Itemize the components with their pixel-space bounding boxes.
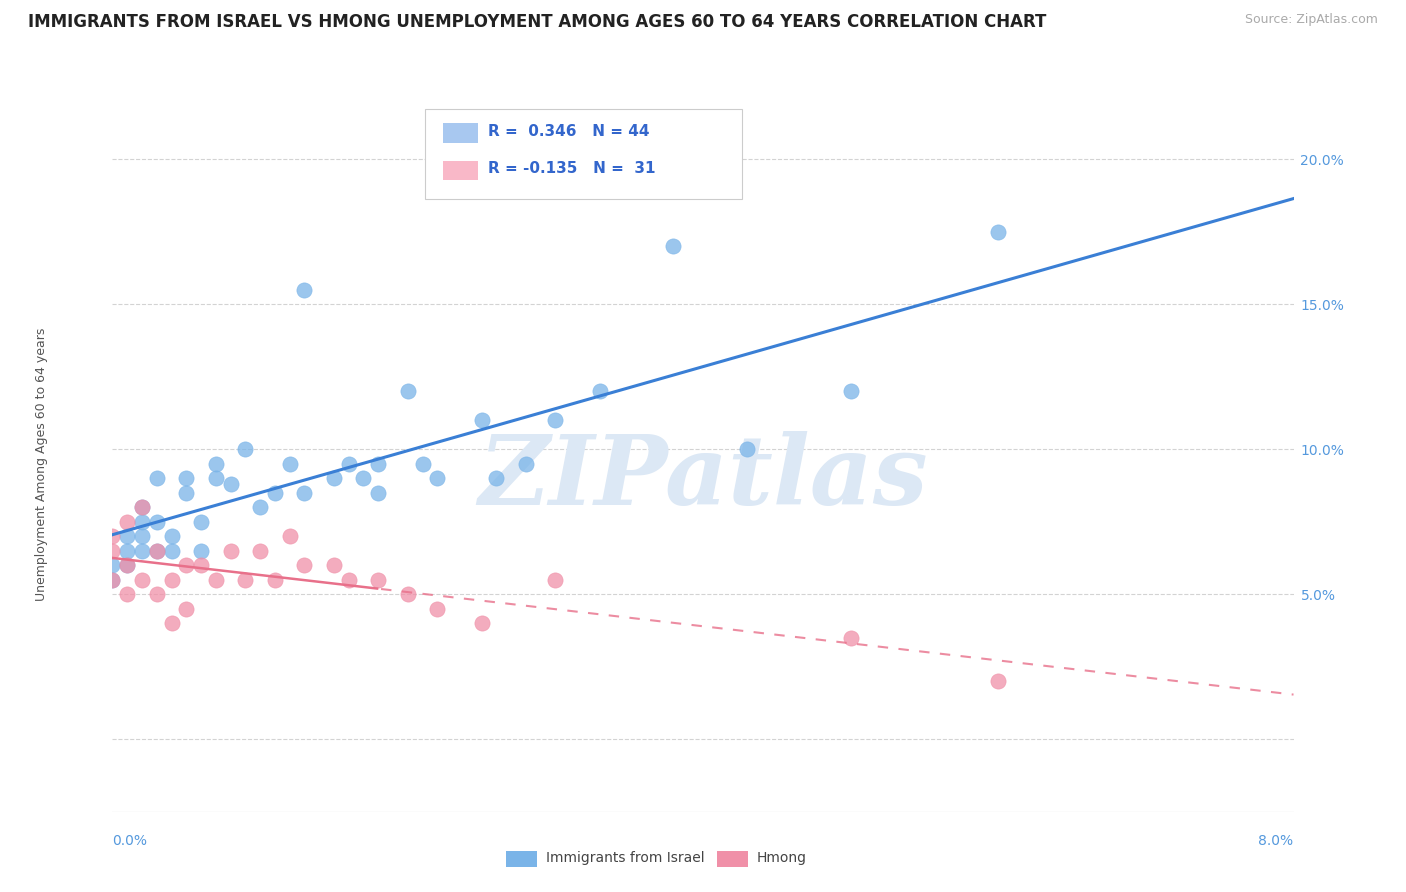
Point: [264, 485, 287, 500]
Point: [131, 529, 153, 543]
Point: [205, 573, 228, 587]
Point: [367, 573, 389, 587]
Point: [101, 558, 124, 573]
Point: [249, 543, 271, 558]
Point: [396, 587, 419, 601]
Point: [146, 587, 169, 601]
Point: [160, 573, 183, 587]
Point: [471, 616, 494, 631]
Text: ZIPatlas: ZIPatlas: [478, 431, 928, 524]
Text: R = -0.135   N =  31: R = -0.135 N = 31: [488, 161, 655, 176]
Point: [117, 529, 138, 543]
Point: [101, 573, 124, 587]
Point: [367, 485, 389, 500]
Point: [205, 457, 228, 471]
Point: [471, 413, 494, 427]
Point: [987, 674, 1010, 689]
Point: [323, 471, 346, 485]
Text: Source: ZipAtlas.com: Source: ZipAtlas.com: [1244, 13, 1378, 27]
Point: [264, 573, 287, 587]
Point: [174, 558, 197, 573]
Text: 8.0%: 8.0%: [1258, 834, 1294, 848]
Point: [146, 543, 169, 558]
Point: [367, 457, 389, 471]
Point: [412, 457, 434, 471]
Point: [160, 616, 183, 631]
Point: [146, 515, 169, 529]
Point: [174, 485, 197, 500]
Point: [190, 515, 212, 529]
Point: [160, 543, 183, 558]
Text: IMMIGRANTS FROM ISRAEL VS HMONG UNEMPLOYMENT AMONG AGES 60 TO 64 YEARS CORRELATI: IMMIGRANTS FROM ISRAEL VS HMONG UNEMPLOY…: [28, 13, 1046, 31]
Text: Immigrants from Israel: Immigrants from Israel: [546, 851, 704, 865]
Point: [233, 442, 256, 457]
Point: [117, 543, 138, 558]
Point: [352, 471, 374, 485]
Point: [337, 573, 360, 587]
Point: [117, 558, 138, 573]
Point: [146, 543, 169, 558]
Point: [101, 529, 124, 543]
Point: [146, 471, 169, 485]
Point: [396, 384, 419, 399]
Point: [219, 543, 242, 558]
Point: [278, 457, 301, 471]
Point: [544, 573, 567, 587]
Point: [101, 573, 124, 587]
Point: [101, 543, 124, 558]
Point: [737, 442, 759, 457]
Point: [426, 471, 449, 485]
Text: Unemployment Among Ages 60 to 64 years: Unemployment Among Ages 60 to 64 years: [35, 327, 48, 600]
Point: [485, 471, 508, 485]
Point: [131, 500, 153, 515]
Point: [292, 485, 315, 500]
Point: [323, 558, 346, 573]
Point: [117, 515, 138, 529]
Text: R =  0.346   N = 44: R = 0.346 N = 44: [488, 124, 650, 138]
Point: [278, 529, 301, 543]
Point: [292, 283, 315, 297]
Point: [131, 515, 153, 529]
Point: [426, 602, 449, 616]
Point: [515, 457, 537, 471]
Point: [588, 384, 610, 399]
Point: [190, 543, 212, 558]
Point: [160, 529, 183, 543]
Point: [117, 558, 138, 573]
Text: 0.0%: 0.0%: [112, 834, 148, 848]
Point: [174, 471, 197, 485]
Point: [131, 500, 153, 515]
Point: [131, 573, 153, 587]
Point: [131, 543, 153, 558]
Point: [839, 384, 862, 399]
Text: Hmong: Hmong: [756, 851, 807, 865]
Point: [987, 225, 1010, 239]
Point: [190, 558, 212, 573]
Point: [544, 413, 567, 427]
Point: [337, 457, 360, 471]
Point: [249, 500, 271, 515]
Point: [662, 239, 685, 253]
Point: [292, 558, 315, 573]
Point: [174, 602, 197, 616]
Point: [233, 573, 256, 587]
Point: [219, 477, 242, 491]
Point: [205, 471, 228, 485]
Point: [839, 631, 862, 645]
Point: [117, 587, 138, 601]
